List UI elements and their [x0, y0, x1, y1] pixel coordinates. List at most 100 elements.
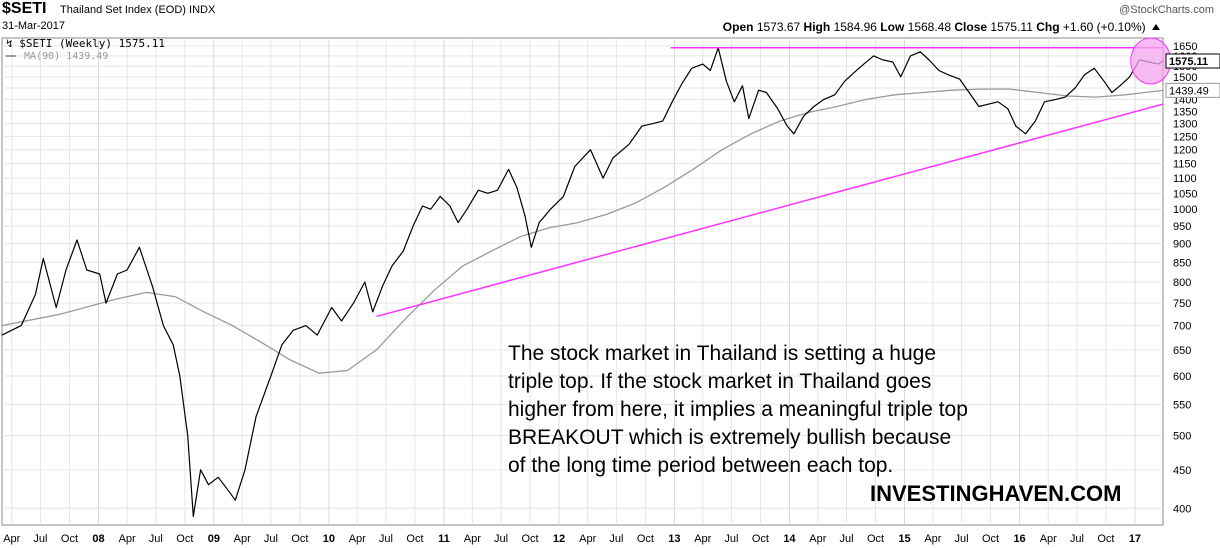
- close-value: 1575.11: [990, 20, 1033, 34]
- x-tick-label: 11: [438, 533, 450, 545]
- description-text: Thailand Set Index (EOD): [60, 4, 186, 16]
- x-tick-label: Apr: [924, 533, 941, 545]
- x-tick-label: Apr: [809, 533, 826, 545]
- y-tick-label: 1650: [1173, 41, 1197, 53]
- grid: [1, 37, 1164, 526]
- x-tick-label: 13: [668, 533, 680, 545]
- y-tick-label: 1250: [1173, 131, 1197, 143]
- x-tick-label: 14: [783, 533, 796, 545]
- legend-ma-text: MA(90) 1439.49: [24, 51, 109, 62]
- high-value: 1584.96: [833, 20, 877, 34]
- open-value: 1573.67: [756, 20, 801, 34]
- up-arrow-icon: [1152, 24, 1160, 30]
- legend-price: ↯ $SETI (Weekly) 1575.11: [6, 37, 165, 50]
- legend-price-text: $SETI (Weekly) 1575.11: [19, 37, 165, 50]
- x-tick-label: Jul: [724, 533, 738, 545]
- ohlc-readout: Open 1573.67 High 1584.96 Low 1568.48 Cl…: [723, 20, 1160, 34]
- y-tick-label: 400: [1173, 503, 1191, 515]
- x-tick-label: 12: [553, 533, 565, 545]
- x-tick-label: Oct: [1097, 533, 1114, 545]
- y-tick-label: 900: [1173, 239, 1191, 251]
- x-tick-label: 17: [1129, 533, 1141, 545]
- support-trendline: [376, 103, 1164, 318]
- y-tick-label: 1500: [1173, 72, 1197, 84]
- last-ma-label: 1439.49: [1169, 85, 1209, 97]
- x-tick-label: Oct: [521, 533, 538, 545]
- price-series-icon: ↯: [6, 37, 13, 50]
- annotation-text: The stock market in Thailand is setting …: [508, 342, 968, 477]
- x-tick-label: Apr: [119, 533, 136, 545]
- ma-swatch-icon: [6, 55, 16, 57]
- x-tick-label: 15: [898, 533, 910, 545]
- y-tick-label: 1300: [1173, 119, 1197, 131]
- x-tick-label: 16: [1013, 533, 1025, 545]
- low-value: 1568.48: [907, 20, 952, 34]
- low-label: Low: [880, 20, 905, 34]
- x-tick-label: Oct: [637, 533, 654, 545]
- axes: 400 450 500 550 600 650 700 750 800 850 900 950 1000…: [3, 41, 1220, 545]
- x-tick-label: Jul: [33, 533, 47, 545]
- x-tick-label: Apr: [579, 533, 596, 545]
- y-tick-label: 1200: [1173, 145, 1197, 157]
- x-tick-label: Oct: [406, 533, 423, 545]
- x-tick-label: Jul: [379, 533, 393, 545]
- x-tick-label: Oct: [982, 533, 999, 545]
- symbol-title: $SETI: [2, 0, 47, 17]
- last-price-box: [1165, 53, 1220, 69]
- price-line: [1, 47, 1164, 518]
- y-tick-label: 1150: [1173, 159, 1197, 171]
- legend-ma: MA(90) 1439.49: [6, 51, 108, 62]
- close-label: Close: [954, 20, 988, 34]
- ma-line: [1, 88, 1164, 374]
- watermark: INVESTINGHAVEN.COM: [870, 481, 1122, 506]
- x-tick-label: Apr: [3, 533, 20, 545]
- x-tick-label: Jul: [609, 533, 623, 545]
- y-tick-label: 850: [1173, 257, 1191, 269]
- y-tick-label: 650: [1173, 345, 1191, 357]
- x-tick-label: Jul: [264, 533, 278, 545]
- y-tick-label: 550: [1173, 399, 1191, 411]
- chg-label: Chg: [1036, 20, 1060, 34]
- chart-marks: [376, 37, 1172, 318]
- y-tick-label: 450: [1173, 465, 1191, 477]
- x-tick-label: Jul: [839, 533, 853, 545]
- x-tick-label: Jul: [955, 533, 969, 545]
- x-tick-label: 08: [92, 533, 104, 545]
- chart-date: 31-Mar-2017: [2, 20, 65, 32]
- x-tick-label: 10: [323, 533, 335, 545]
- x-tick-label: Apr: [234, 533, 251, 545]
- x-tick-label: Oct: [867, 533, 884, 545]
- brand-label: @StockCharts.com: [1119, 4, 1214, 16]
- chg-value: +1.60 (+0.10%): [1062, 20, 1146, 34]
- y-tick-label: 750: [1173, 298, 1191, 310]
- y-tick-label: 700: [1173, 321, 1191, 333]
- y-tick-label: 1000: [1173, 204, 1197, 216]
- triple-top-highlight: [1130, 37, 1172, 85]
- exchange-text: INDX: [189, 4, 216, 16]
- x-tick-label: Jul: [494, 533, 508, 545]
- index-description: Thailand Set Index (EOD) INDX: [60, 4, 215, 16]
- x-tick-label: Oct: [61, 533, 78, 545]
- x-tick-label: 09: [208, 533, 220, 545]
- y-tick-label: 800: [1173, 277, 1191, 289]
- x-tick-label: Apr: [349, 533, 366, 545]
- y-tick-label: 1050: [1173, 188, 1197, 200]
- plot-frame: [1, 37, 1164, 526]
- y-tick-label: 950: [1173, 221, 1191, 233]
- y-tick-label: 500: [1173, 430, 1191, 442]
- last-ma-box: [1165, 82, 1220, 98]
- x-tick-label: Apr: [694, 533, 711, 545]
- y-tick-label: 600: [1173, 371, 1191, 383]
- y-tick-label: 1100: [1173, 173, 1197, 185]
- chart-lines: [1, 47, 1164, 518]
- open-label: Open: [722, 20, 754, 34]
- x-tick-label: Apr: [464, 533, 481, 545]
- x-tick-label: Oct: [176, 533, 193, 545]
- high-label: High: [803, 20, 831, 34]
- x-tick-label: Oct: [752, 533, 769, 545]
- x-tick-label: Apr: [1040, 533, 1057, 545]
- last-price-label: 1575.11: [1169, 56, 1208, 68]
- x-tick-label: Oct: [291, 533, 308, 545]
- y-tick-label: 1350: [1173, 106, 1197, 118]
